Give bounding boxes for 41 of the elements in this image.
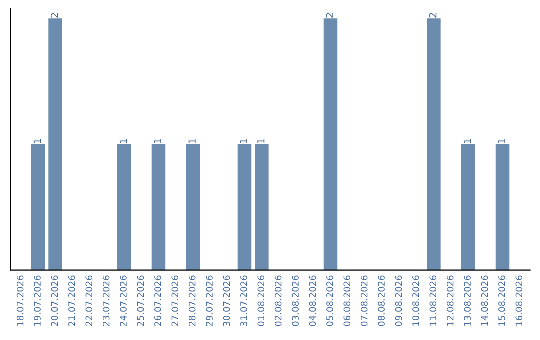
x-tick-label: 25.07.2026 <box>137 276 144 326</box>
x-tick-label: 21.07.2026 <box>68 276 76 326</box>
x-tick-label: 04.08.2026 <box>309 276 316 326</box>
x-tick-label: 05.08.2026 <box>326 276 334 326</box>
data-label: 1 <box>258 139 265 144</box>
x-tick-label: 07.08.2026 <box>360 276 368 326</box>
x-tick-label: 11.08.2026 <box>430 276 437 326</box>
x-tick-label: 09.08.2026 <box>395 276 402 326</box>
data-label: 1 <box>120 139 128 144</box>
x-tick-label: 19.07.2026 <box>34 276 41 326</box>
x-tick-label: 10.08.2026 <box>412 276 420 326</box>
x-tick-label: 28.07.2026 <box>188 276 196 326</box>
x-tick-label: 03.08.2026 <box>292 276 299 326</box>
data-label: 1 <box>464 139 472 144</box>
x-tick-label: 30.07.2026 <box>223 276 230 326</box>
x-tick-label: 18.07.2026 <box>16 276 24 326</box>
x-tick-label: 23.07.2026 <box>102 276 110 326</box>
x-tick-label: 01.08.2026 <box>258 276 265 326</box>
data-label: 1 <box>240 139 248 144</box>
x-tick-label: 16.08.2026 <box>516 276 523 326</box>
x-tick-label: 22.07.2026 <box>86 276 93 326</box>
x-tick-label: 02.08.2026 <box>274 276 282 326</box>
data-label: 2 <box>50 13 58 18</box>
x-tick-label: 13.08.2026 <box>464 276 471 326</box>
x-tick-label: 29.07.2026 <box>206 276 213 326</box>
x-tick-label: 27.07.2026 <box>172 276 179 326</box>
x-tick-label: 14.08.2026 <box>481 276 488 326</box>
data-label: 2 <box>326 13 334 18</box>
data-label: 1 <box>498 139 506 144</box>
x-tick-label: 20.07.2026 <box>51 276 58 326</box>
x-tick-label: 24.07.2026 <box>120 276 127 326</box>
x-tick-label: 12.08.2026 <box>446 276 454 326</box>
data-label: 2 <box>429 13 437 18</box>
x-tick-label: 06.08.2026 <box>344 276 351 326</box>
x-tick-label: 15.08.2026 <box>498 276 506 326</box>
data-label: 1 <box>188 139 196 144</box>
data-label: 1 <box>154 139 162 144</box>
x-tick-label: 08.08.2026 <box>378 276 385 326</box>
x-tick-label: 26.07.2026 <box>154 276 162 326</box>
x-tick-label: 31.07.2026 <box>240 276 248 326</box>
data-label: 1 <box>34 139 42 144</box>
